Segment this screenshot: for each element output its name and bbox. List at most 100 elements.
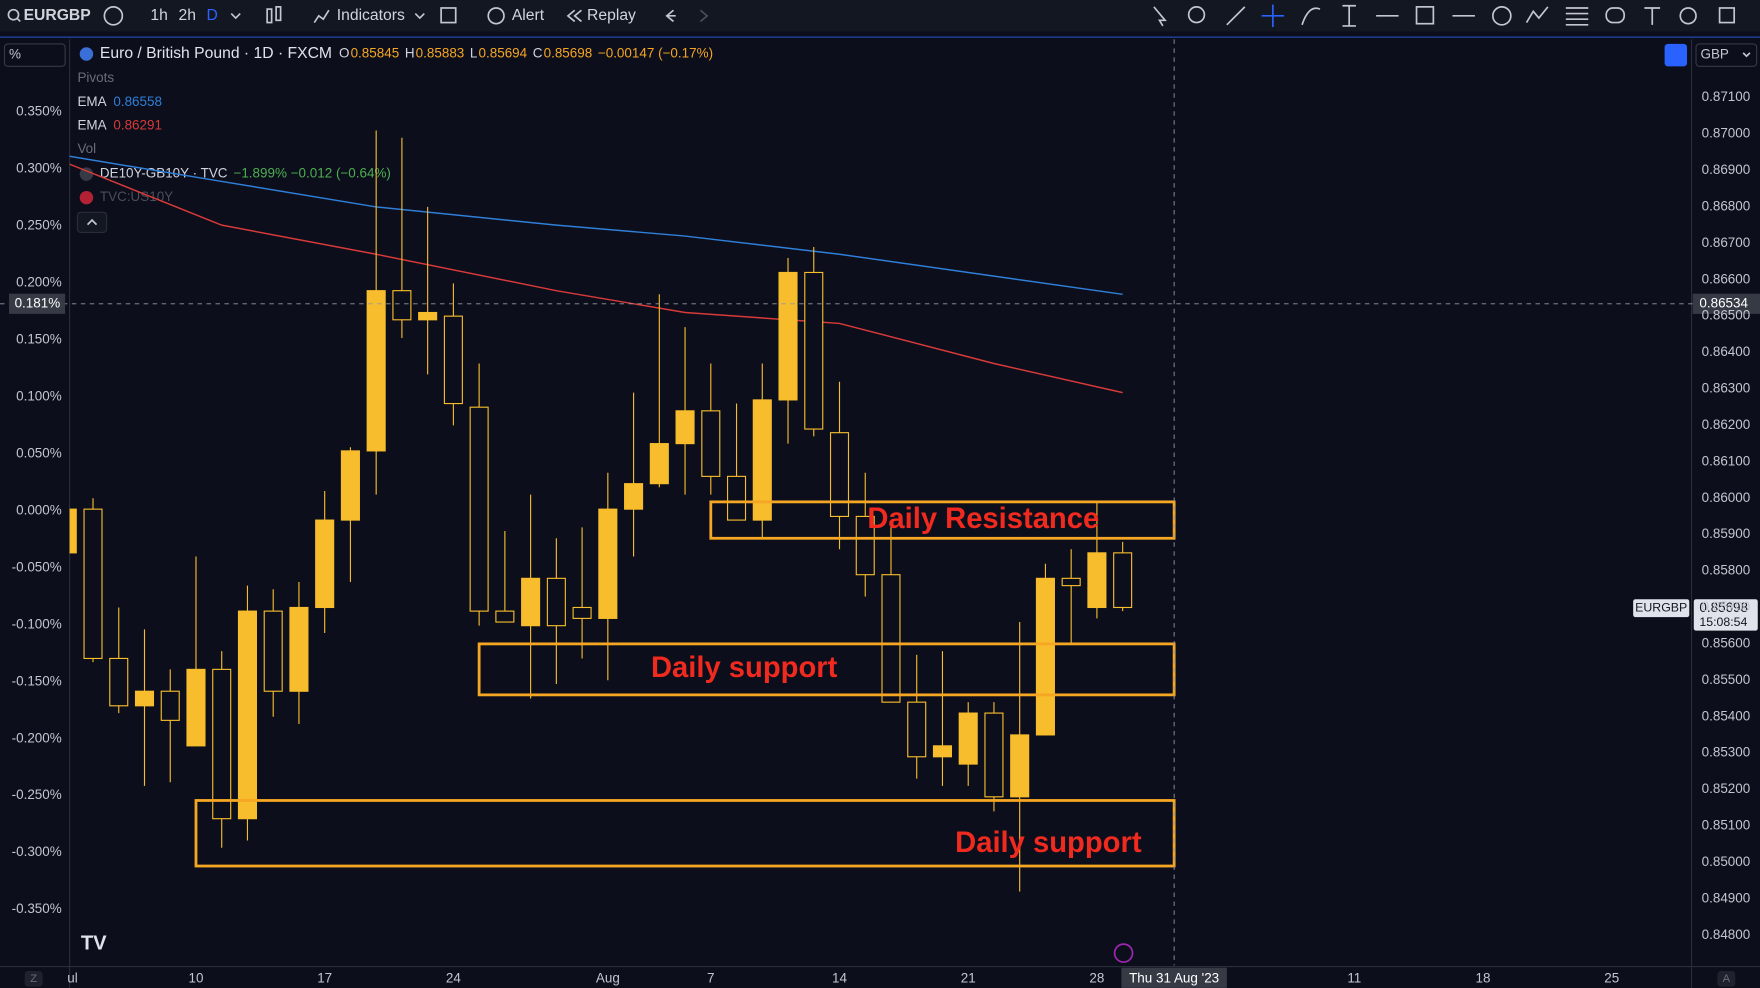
alert[interactable]: Alert: [512, 7, 545, 24]
search-icon[interactable]: [7, 8, 20, 21]
ema-line: [69, 155, 1123, 296]
crosshair-date-box: [1121, 967, 1227, 988]
auto-box[interactable]: [1717, 971, 1736, 987]
cursor-tool[interactable]: [1153, 6, 1167, 27]
indicators-menu[interactable]: [414, 12, 425, 20]
cross-tool[interactable]: [1261, 4, 1285, 28]
candle-body: [340, 450, 360, 521]
replay[interactable]: Replay: [587, 7, 636, 24]
candle-body: [932, 745, 953, 758]
x-tick-label: 25: [1604, 970, 1619, 985]
y-tick-label: 0.85400: [1702, 708, 1751, 723]
y2-tick-label: -0.200%: [12, 730, 62, 745]
interval-menu[interactable]: [230, 12, 241, 20]
last-price-box: [1693, 599, 1758, 631]
add-symbol[interactable]: [103, 6, 124, 26]
candle-body: [160, 690, 180, 721]
auto[interactable]: A: [1723, 973, 1731, 985]
candle-body: [855, 515, 875, 576]
y-tick-label: 0.85300: [1702, 745, 1751, 760]
overlay: Daily Resistance Daily support Daily suppo…: [0, 39, 1760, 988]
candle-body: [804, 271, 824, 430]
ohlc-key: O: [339, 46, 349, 61]
y2-tick-label: -0.250%: [12, 787, 62, 802]
scale-mode-box[interactable]: [3, 43, 66, 67]
candle-body: [134, 690, 155, 707]
x-tick-label: ul: [67, 970, 77, 985]
shape-tool[interactable]: [1605, 7, 1626, 24]
interval[interactable]: 1h: [150, 7, 167, 24]
ohlc: O 0.85845 H 0.85883 L 0.85694 C 0.85698 −0.00147…: [339, 46, 713, 61]
layouts[interactable]: [440, 7, 457, 24]
y-tick-label: 0.86900: [1702, 162, 1751, 177]
zone: [709, 500, 1176, 540]
ohlc-key: H: [405, 46, 415, 61]
currency[interactable]: GBP: [1701, 47, 1729, 62]
y-tick-label: 0.86700: [1702, 235, 1751, 250]
y2-tick-label: 0.150%: [16, 332, 62, 347]
candle-body: [263, 610, 283, 692]
events-icon[interactable]: [1113, 943, 1134, 963]
y-tick-label: 0.86200: [1702, 417, 1751, 432]
x-tick-label: 17: [317, 970, 332, 985]
undo[interactable]: [665, 9, 676, 23]
fib-tool[interactable]: [1565, 7, 1589, 26]
x-tick-label: 18: [1476, 970, 1491, 985]
countdown: 15:08:54: [1699, 615, 1747, 629]
y2-tick-label: 0.100%: [16, 388, 62, 403]
price-symbol: EURGBP: [1635, 600, 1687, 614]
compare-symbol: DE10Y-GB10Y · TVC: [100, 166, 228, 181]
zoom-box[interactable]: [24, 971, 43, 987]
candle-body: [675, 410, 695, 445]
candle-body: [881, 574, 901, 703]
collapse-legend[interactable]: [76, 211, 108, 234]
circle-tool[interactable]: [1492, 6, 1512, 26]
y-tick-label: 0.85200: [1702, 781, 1751, 796]
sync-button[interactable]: [1664, 43, 1688, 67]
candle-body: [69, 508, 77, 554]
zoom[interactable]: Z: [30, 973, 37, 985]
settings[interactable]: [1679, 7, 1697, 25]
y-tick-label: 0.86100: [1702, 453, 1751, 468]
tv-logo[interactable]: TV: [81, 932, 107, 954]
scale-mode[interactable]: %: [9, 47, 21, 62]
y-tick-label: 0.85100: [1702, 818, 1751, 833]
x-tick-label: 11: [1347, 970, 1361, 985]
compare-symbol-hidden: TVC:US10Y: [100, 189, 173, 204]
path-tool[interactable]: [1525, 6, 1549, 24]
redo[interactable]: [699, 9, 709, 23]
candle-body: [1035, 577, 1055, 736]
candle-body: [907, 701, 927, 758]
rect-tool[interactable]: [1415, 6, 1435, 25]
fullscreen[interactable]: [1718, 7, 1736, 24]
plot: [69, 130, 1133, 892]
y2-tick-label: 0.250%: [16, 218, 62, 233]
star-tool[interactable]: [1187, 6, 1206, 24]
note-tool[interactable]: [1644, 7, 1661, 25]
candle-body: [237, 610, 258, 820]
candle-body: [829, 432, 850, 517]
y2-tick-label: -0.350%: [12, 901, 62, 916]
pivots: Pivots: [77, 70, 114, 85]
indicators[interactable]: Indicators: [337, 7, 405, 24]
symbol[interactable]: EURGBP: [24, 7, 91, 24]
interval-active[interactable]: D: [207, 7, 218, 24]
text-tool[interactable]: [1342, 4, 1356, 27]
y-tick-label: 0.87000: [1702, 126, 1751, 141]
candle-body: [1061, 577, 1081, 587]
line-tool[interactable]: [1226, 6, 1246, 26]
candle-body: [546, 577, 566, 627]
drawing-tools: [1153, 4, 1736, 28]
chart-type[interactable]: [266, 8, 273, 24]
zone-label: Daily support: [955, 827, 1142, 859]
candle-body: [418, 311, 438, 321]
ohlc-value: 0.85845: [351, 46, 400, 61]
candle-body: [315, 519, 335, 609]
y-tick-label: 0.85500: [1702, 672, 1751, 687]
interval[interactable]: 2h: [178, 7, 195, 24]
currency-box[interactable]: [1695, 43, 1758, 67]
pen-tool[interactable]: [1301, 7, 1321, 26]
